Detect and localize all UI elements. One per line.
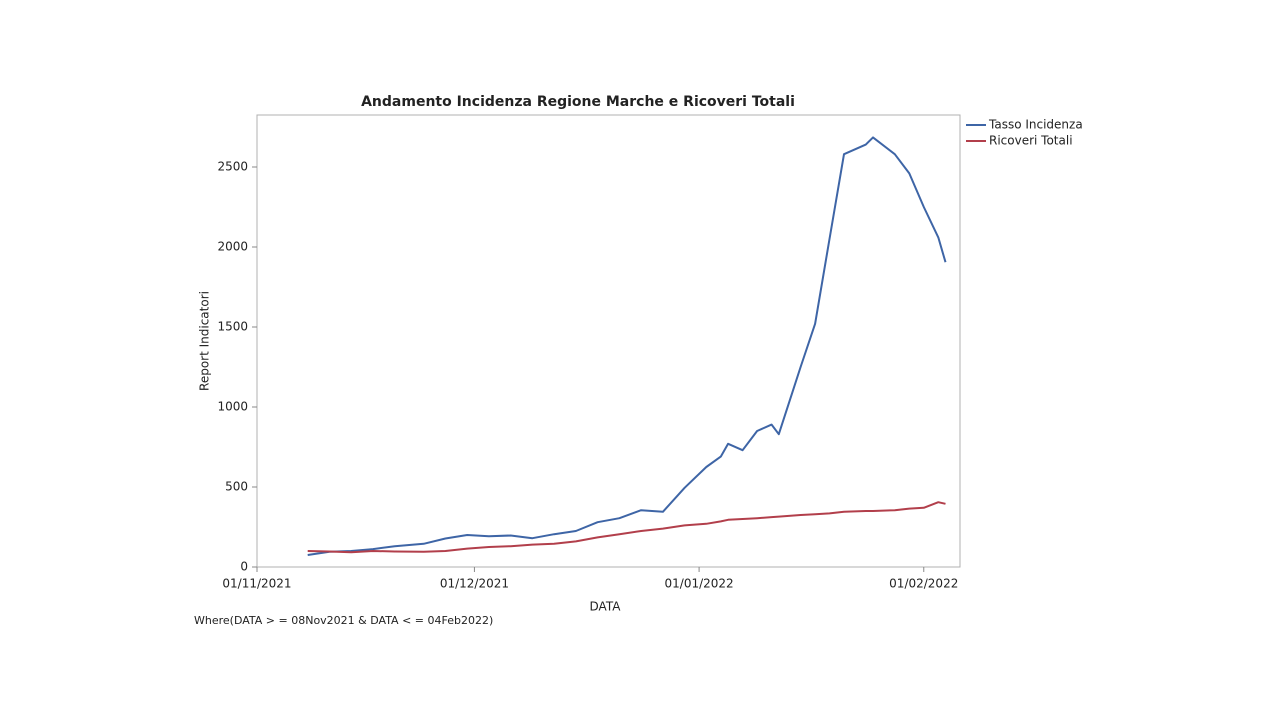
legend-label: Tasso Incidenza xyxy=(988,118,1083,132)
x-tick-label: 01/02/2022 xyxy=(889,577,958,591)
x-axis-title: DATA xyxy=(590,600,622,614)
chart-title: Andamento Incidenza Regione Marche e Ric… xyxy=(361,94,795,110)
legend-label: Ricoveri Totali xyxy=(989,134,1073,148)
x-tick-label: 01/12/2021 xyxy=(440,577,509,591)
y-tick-label: 1500 xyxy=(217,320,248,334)
x-tick-label: 01/01/2022 xyxy=(665,577,734,591)
series-line xyxy=(307,501,946,554)
plot-frame xyxy=(256,114,961,568)
y-tick-label: 2500 xyxy=(217,160,248,174)
y-tick-label: 500 xyxy=(225,480,248,494)
x-tick-label: 01/11/2021 xyxy=(222,577,291,591)
y-tick-label: 1000 xyxy=(217,400,248,414)
y-axis-title: Report Indicatori xyxy=(198,291,212,391)
series-line xyxy=(307,136,947,556)
filter-note: Where(DATA > = 08Nov2021 & DATA < = 04Fe… xyxy=(194,614,493,627)
y-tick-label: 2000 xyxy=(217,240,248,254)
y-tick-label: 0 xyxy=(240,560,248,574)
